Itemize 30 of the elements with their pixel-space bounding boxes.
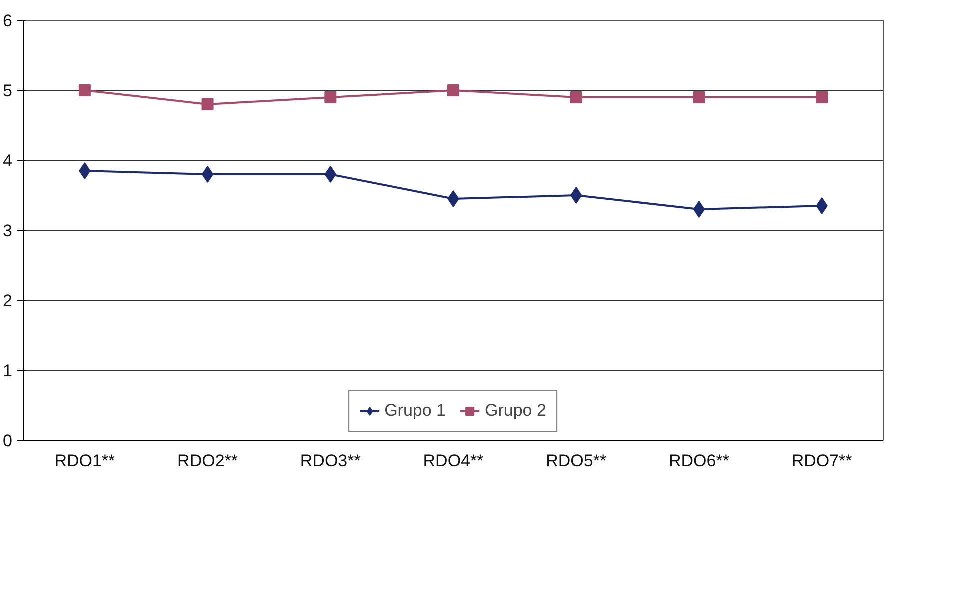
point bbox=[816, 198, 828, 214]
point bbox=[202, 98, 214, 110]
y-tick-label: 2 bbox=[3, 292, 13, 310]
point bbox=[202, 166, 214, 183]
point bbox=[448, 190, 460, 208]
point bbox=[79, 162, 91, 180]
point bbox=[693, 201, 706, 218]
x-tick-label: RDO6** bbox=[668, 452, 730, 470]
legend-label: Grupo 2 bbox=[485, 401, 546, 421]
point bbox=[78, 84, 91, 96]
y-tick-label: 5 bbox=[3, 82, 13, 100]
point bbox=[570, 187, 582, 204]
y-tick-label: 1 bbox=[3, 362, 13, 380]
point bbox=[448, 84, 460, 96]
point bbox=[324, 92, 337, 104]
point bbox=[693, 92, 706, 104]
legend-label: Grupo 1 bbox=[384, 401, 446, 421]
point bbox=[816, 92, 828, 104]
y-tick-label: 3 bbox=[3, 222, 13, 240]
x-tick-label: RDO5** bbox=[546, 452, 607, 470]
x-tick-label: RDO2** bbox=[178, 452, 238, 470]
point bbox=[324, 166, 336, 183]
y-tick-label: 6 bbox=[3, 12, 13, 30]
y-tick-label: 0 bbox=[3, 432, 13, 450]
x-tick-label: RDO7** bbox=[792, 452, 853, 470]
x-tick-label: RDO3** bbox=[300, 452, 362, 470]
x-tick-label: RDO1** bbox=[54, 452, 116, 470]
y-tick-label: 4 bbox=[3, 152, 13, 170]
x-tick-label: RDO4** bbox=[423, 452, 484, 470]
point bbox=[570, 92, 582, 104]
